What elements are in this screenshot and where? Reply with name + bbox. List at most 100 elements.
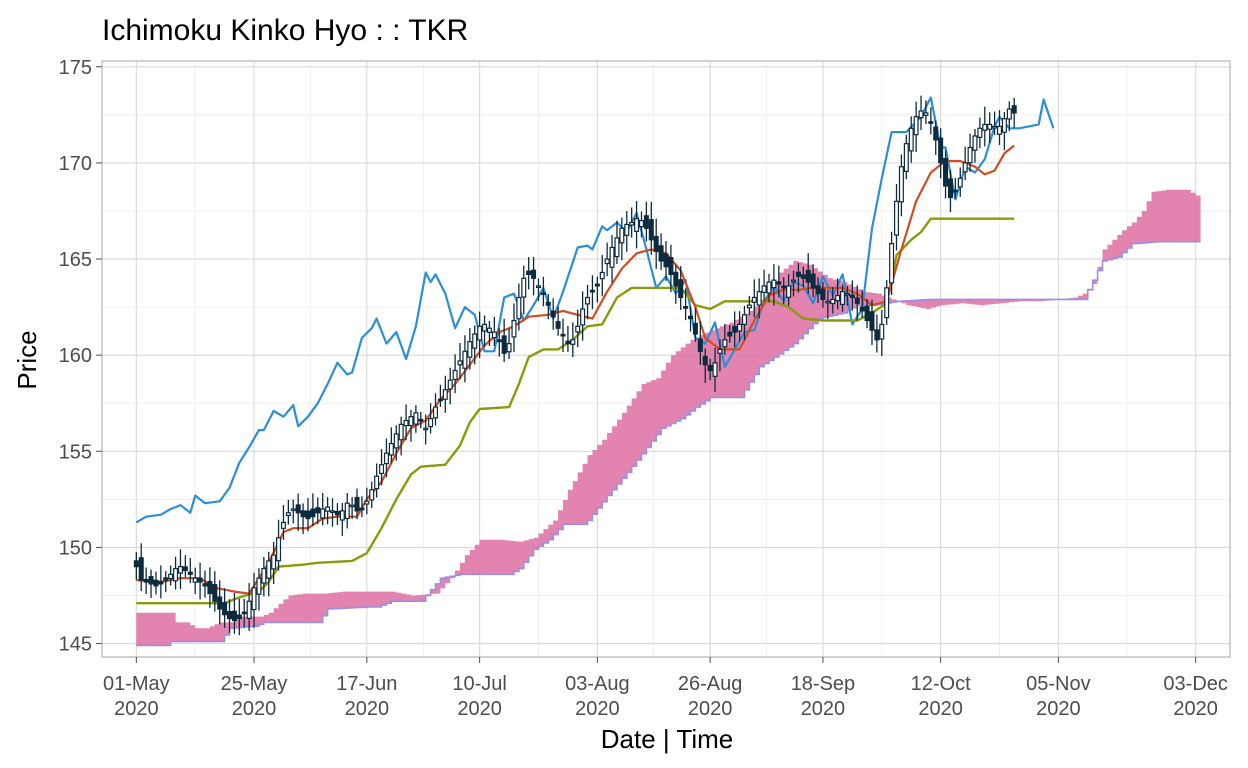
candlestick xyxy=(589,275,595,310)
candlestick xyxy=(575,309,581,348)
candlestick xyxy=(310,493,316,527)
candlestick xyxy=(374,463,380,498)
candlesticks xyxy=(133,95,1017,636)
candlestick xyxy=(300,503,306,534)
candlestick xyxy=(1011,97,1017,128)
candlestick xyxy=(227,599,233,633)
candlestick xyxy=(972,128,978,163)
candlestick xyxy=(462,335,468,383)
candlestick xyxy=(727,324,733,343)
candlestick xyxy=(452,354,458,394)
candlestick xyxy=(580,291,586,341)
candlestick xyxy=(898,154,904,217)
candlestick xyxy=(540,276,546,307)
candlestick xyxy=(393,425,399,461)
candlestick xyxy=(280,505,286,540)
x-tick-label: 12-Oct 2020 xyxy=(911,673,971,720)
candlestick xyxy=(207,567,213,608)
candlestick xyxy=(261,557,267,597)
candlestick xyxy=(830,287,836,314)
candlestick xyxy=(271,541,277,585)
candlestick xyxy=(496,328,502,357)
kumo-cloud xyxy=(136,189,1201,647)
candlestick xyxy=(786,274,792,306)
candlestick xyxy=(947,169,953,212)
x-axis: 01-May 2020 25-May 2020 17-Jun 2020 10-Jul 2020… xyxy=(103,657,1228,720)
candlestick xyxy=(879,309,885,357)
candlestick xyxy=(761,269,767,302)
candlestick xyxy=(339,502,345,536)
candlestick xyxy=(521,265,527,315)
candlestick xyxy=(791,270,797,297)
chart-title: Ichimoku Kinko Hyo : : TKR xyxy=(102,14,468,47)
candlestick xyxy=(815,277,821,304)
candlestick xyxy=(359,496,365,518)
candlestick xyxy=(884,280,890,325)
candlestick xyxy=(673,264,679,304)
candlestick xyxy=(138,543,144,592)
candlestick xyxy=(148,569,154,598)
candlestick xyxy=(295,493,301,531)
candlestick xyxy=(379,449,385,486)
candlestick xyxy=(1001,111,1007,151)
candlestick xyxy=(560,318,566,353)
candlestick xyxy=(241,598,247,628)
kijun-sen-line xyxy=(136,217,1015,605)
candlestick xyxy=(624,211,630,252)
candlestick xyxy=(143,567,149,594)
candlestick xyxy=(987,112,993,144)
candlestick xyxy=(717,339,723,372)
candlestick xyxy=(683,288,689,321)
candlestick xyxy=(364,487,370,515)
candlestick xyxy=(889,231,895,296)
candlestick xyxy=(413,405,419,433)
candlestick xyxy=(810,264,816,298)
y-axis: 145 150 155 160 165 170 175 xyxy=(59,57,102,656)
candlestick xyxy=(197,562,203,600)
candlestick xyxy=(874,314,880,353)
candlestick xyxy=(943,150,949,199)
candlestick xyxy=(266,551,272,597)
candlestick xyxy=(629,207,635,238)
candlestick xyxy=(962,146,968,181)
candlestick xyxy=(849,280,855,310)
candlestick xyxy=(158,565,164,599)
candlestick xyxy=(996,110,1003,145)
candlestick xyxy=(334,503,340,525)
candlestick xyxy=(177,549,183,590)
candlestick xyxy=(432,393,439,426)
candlestick xyxy=(491,316,497,347)
candlestick xyxy=(305,498,311,532)
candlestick xyxy=(187,558,193,584)
candlestick xyxy=(903,134,909,180)
candlestick xyxy=(482,315,488,348)
candlestick xyxy=(192,567,198,595)
candlestick xyxy=(820,281,826,308)
candlestick xyxy=(746,295,752,316)
candlestick xyxy=(555,306,561,336)
candlestick xyxy=(859,290,865,318)
x-tick-label: 26-Aug 2020 xyxy=(678,673,743,720)
candlestick xyxy=(349,497,355,519)
candlestick xyxy=(354,488,360,520)
candlestick xyxy=(550,298,556,330)
candlestick xyxy=(231,592,237,634)
candlestick xyxy=(869,299,875,346)
candlestick xyxy=(668,244,674,293)
candlestick xyxy=(854,285,860,321)
candlestick xyxy=(182,555,188,578)
candlestick xyxy=(369,481,375,508)
candlestick xyxy=(457,342,463,380)
candlestick xyxy=(256,568,262,611)
candlestick xyxy=(766,273,772,303)
candlestick xyxy=(722,323,728,355)
candlestick xyxy=(408,409,414,442)
candlestick xyxy=(702,348,708,383)
candlestick xyxy=(840,284,846,312)
candlestick xyxy=(531,257,537,296)
candlestick xyxy=(893,183,900,251)
candlestick xyxy=(614,220,620,265)
candlestick xyxy=(908,116,914,163)
candlestick xyxy=(570,322,576,358)
candlestick xyxy=(251,572,257,628)
